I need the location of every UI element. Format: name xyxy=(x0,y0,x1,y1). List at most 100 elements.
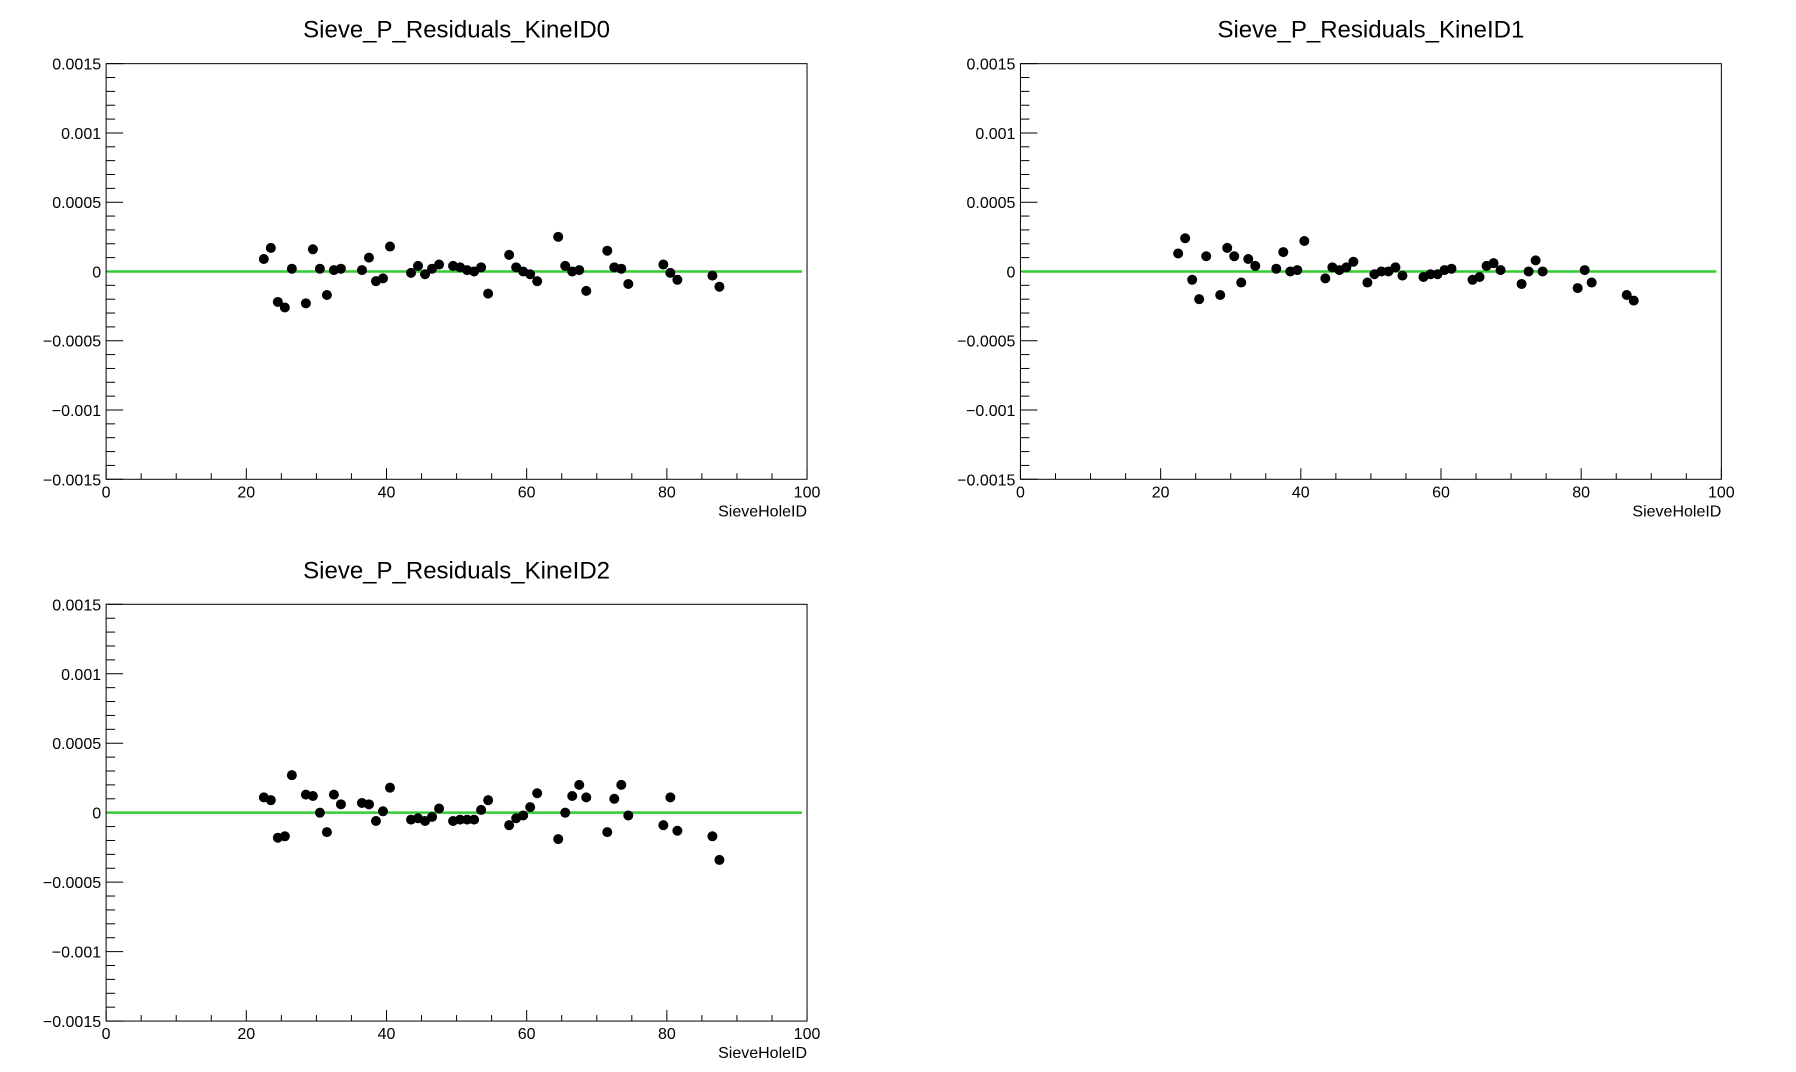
data-point xyxy=(504,249,515,260)
data-point xyxy=(553,834,564,845)
data-point xyxy=(321,290,332,301)
chart-title: Sieve_P_Residuals_KineID0 xyxy=(303,17,610,44)
data-point xyxy=(707,270,718,281)
data-point xyxy=(1397,270,1408,281)
data-point xyxy=(1229,251,1240,262)
x-axis-label: SieveHoleID xyxy=(1632,503,1721,520)
x-axis-label: SieveHoleID xyxy=(718,1045,807,1062)
y-tick-label: −0.001 xyxy=(52,945,101,962)
y-tick-label: −0.001 xyxy=(966,403,1015,420)
data-point xyxy=(553,231,564,242)
x-tick-label: 40 xyxy=(378,1026,396,1043)
y-tick-label: −0.001 xyxy=(52,403,101,420)
data-point xyxy=(370,816,381,827)
data-point xyxy=(483,288,494,299)
x-tick-label: 0 xyxy=(102,484,111,501)
data-point xyxy=(1187,274,1198,285)
y-tick-label: 0.0015 xyxy=(967,57,1016,74)
data-point xyxy=(1530,255,1541,266)
data-point xyxy=(265,242,276,253)
data-point xyxy=(1194,294,1205,305)
x-tick-label: 20 xyxy=(237,1026,255,1043)
x-tick-label: 100 xyxy=(794,484,821,501)
y-tick-label: −0.0005 xyxy=(43,875,101,892)
data-point xyxy=(279,831,290,842)
data-point xyxy=(462,814,473,825)
chart-panel-2: Sieve_P_Residuals_KineID2 0 20 40 60 80 100 Sie… xyxy=(43,557,821,1062)
data-point xyxy=(602,827,613,838)
data-point xyxy=(1222,242,1233,253)
data-point xyxy=(574,779,585,790)
data-point xyxy=(1537,266,1548,277)
y-tick-label: 0.001 xyxy=(61,667,101,684)
data-point xyxy=(665,267,676,278)
y-tick-label: 0.0005 xyxy=(52,195,101,212)
data-point xyxy=(427,811,438,822)
data-point xyxy=(1579,265,1590,276)
data-point xyxy=(714,281,725,292)
x-tick-label: 60 xyxy=(518,484,536,501)
x-tick-label: 100 xyxy=(794,1026,821,1043)
y-tick-label: 0.0015 xyxy=(52,597,101,614)
data-point xyxy=(560,807,571,818)
data-point xyxy=(434,259,445,270)
data-point xyxy=(1180,233,1191,244)
data-point xyxy=(581,285,592,296)
data-point xyxy=(258,254,269,265)
y-tick-label: −0.0005 xyxy=(957,334,1015,351)
data-point xyxy=(307,791,318,802)
data-point xyxy=(335,799,346,810)
data-point xyxy=(469,814,480,825)
data-point xyxy=(286,263,297,274)
data-point xyxy=(1495,265,1506,276)
x-tick-label: 80 xyxy=(1572,484,1590,501)
x-axis-label: SieveHoleID xyxy=(718,503,807,520)
y-tick-label: 0.0005 xyxy=(967,195,1016,212)
data-point xyxy=(567,791,578,802)
y-tick-label: 0.001 xyxy=(61,126,101,143)
chart-title: Sieve_P_Residuals_KineID2 xyxy=(303,557,610,584)
data-point xyxy=(1299,235,1310,246)
data-point xyxy=(384,241,395,252)
x-tick-label: 40 xyxy=(378,484,396,501)
data-point xyxy=(1621,290,1632,301)
y-tick-label: 0.001 xyxy=(975,126,1015,143)
data-point xyxy=(532,276,543,287)
data-point xyxy=(1348,256,1359,267)
y-tick-label: −0.0015 xyxy=(43,1014,101,1031)
data-point xyxy=(1425,269,1436,280)
y-tick-label: −0.0015 xyxy=(957,472,1015,489)
data-point xyxy=(623,810,634,821)
data-point xyxy=(377,806,388,817)
data-point xyxy=(602,245,613,256)
data-point xyxy=(307,244,318,255)
data-point xyxy=(300,298,311,309)
x-tick-label: 80 xyxy=(658,1026,676,1043)
data-point xyxy=(406,267,417,278)
data-point xyxy=(1628,295,1639,306)
data-point xyxy=(574,265,585,276)
x-tick-label: 20 xyxy=(1152,484,1170,501)
data-point xyxy=(672,274,683,285)
data-point xyxy=(1376,266,1387,277)
data-point xyxy=(658,820,669,831)
data-point xyxy=(1446,263,1457,274)
x-tick-label: 100 xyxy=(1708,484,1735,501)
data-point xyxy=(314,263,325,274)
data-point xyxy=(560,260,571,271)
data-point xyxy=(1292,265,1303,276)
data-point xyxy=(483,795,494,806)
data-point xyxy=(525,269,536,280)
data-point xyxy=(1341,262,1352,273)
y-tick-label: 0 xyxy=(1007,264,1016,281)
x-tick-label: 0 xyxy=(102,1026,111,1043)
chart-title: Sieve_P_Residuals_KineID1 xyxy=(1217,17,1524,44)
x-tick-label: 40 xyxy=(1292,484,1310,501)
x-tick-label: 20 xyxy=(237,484,255,501)
data-point xyxy=(672,825,683,836)
data-point xyxy=(658,259,669,270)
data-point xyxy=(623,278,634,289)
y-tick-label: −0.0005 xyxy=(43,334,101,351)
chart-panel-1: Sieve_P_Residuals_KineID1 0 20 40 60 80 100 Sie… xyxy=(957,17,1735,521)
data-point xyxy=(707,831,718,842)
